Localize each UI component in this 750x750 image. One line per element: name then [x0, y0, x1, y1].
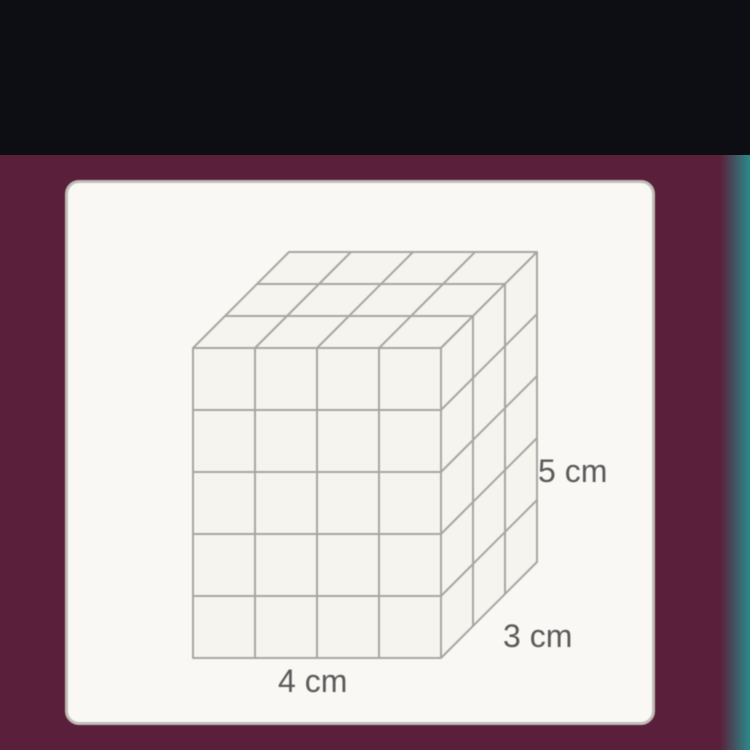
depth-label: 3 cm — [503, 618, 572, 655]
diagram-panel: 5 cm 3 cm 4 cm — [65, 180, 655, 725]
height-label: 5 cm — [538, 453, 607, 490]
screen-right-accent — [720, 155, 750, 750]
width-label: 4 cm — [278, 663, 347, 700]
screen-top-dark-band — [0, 0, 750, 155]
